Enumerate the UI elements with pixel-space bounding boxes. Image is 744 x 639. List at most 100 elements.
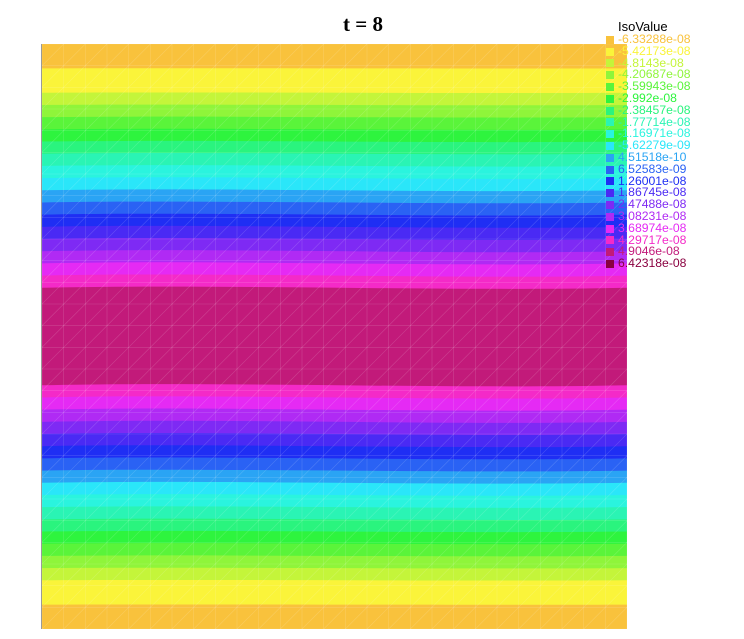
contour-band	[42, 567, 627, 582]
legend-swatch	[606, 177, 614, 186]
contour-band	[42, 286, 627, 302]
legend-swatch	[606, 118, 614, 127]
legend-swatch	[606, 71, 614, 80]
legend-item: -5.42173e-08	[606, 43, 691, 58]
contour-band	[42, 262, 627, 278]
contour-band	[42, 201, 627, 217]
legend-item: 3.68974e-08	[606, 220, 691, 235]
legend-swatch	[606, 224, 614, 233]
legend-label: -1.77714e-08	[618, 114, 691, 129]
contour-band	[42, 80, 627, 94]
legend-item: -4.20687e-08	[606, 67, 691, 82]
legend-label: 3.08231e-08	[618, 208, 687, 223]
legend-item: -3.59943e-08	[606, 79, 691, 94]
contour-band	[42, 274, 627, 290]
contour-band	[42, 445, 627, 460]
legend-label: 3.68974e-08	[618, 220, 687, 235]
chart-title: t = 8	[343, 12, 383, 36]
legend-label: -6.33288e-08	[618, 32, 691, 46]
contour-band	[42, 177, 627, 192]
contour-band	[42, 153, 627, 168]
legend-label: 2.47488e-08	[618, 197, 687, 212]
legend-label: 4.51518e-10	[618, 149, 687, 164]
legend-item: -1.16971e-08	[606, 126, 691, 141]
legend-swatch	[606, 130, 614, 139]
contour-band	[42, 347, 627, 363]
contour-band	[42, 250, 627, 266]
legend-label: 4.9046e-08	[618, 244, 680, 259]
legend-label: -2.38457e-08	[618, 102, 691, 117]
legend: IsoValue -6.33288e-08 -5.42173e-08 -4.8143…	[606, 20, 691, 270]
contour-plot	[42, 44, 627, 629]
contour-band	[42, 396, 627, 412]
contour-band	[42, 543, 627, 557]
contour-band	[42, 310, 627, 327]
legend-swatch	[606, 106, 614, 115]
legend-items: -6.33288e-08 -5.42173e-08 -4.8143e-08 -4.20…	[606, 32, 691, 271]
legend-swatch	[606, 47, 614, 56]
legend-swatch	[606, 165, 614, 174]
contour-band	[42, 225, 627, 241]
legend-item: 2.47488e-08	[606, 197, 691, 212]
legend-label: -5.42173e-08	[618, 43, 691, 58]
legend-item: -6.33288e-08	[606, 32, 691, 46]
legend-title: IsoValue	[618, 19, 668, 34]
legend-swatch	[606, 260, 614, 269]
legend-swatch	[606, 142, 614, 151]
legend-item: 4.51518e-10	[606, 149, 691, 164]
legend-label: 6.42318e-08	[618, 256, 687, 271]
legend-item: 1.26001e-08	[606, 173, 691, 188]
legend-swatch	[606, 248, 614, 257]
contour-band	[42, 359, 627, 375]
contour-band	[42, 518, 627, 533]
legend-item: -2.38457e-08	[606, 102, 691, 117]
contour-band	[42, 616, 627, 629]
legend-item: 6.52583e-09	[606, 161, 691, 176]
legend-label: -1.16971e-08	[618, 126, 691, 141]
legend-label: -3.59943e-08	[618, 79, 691, 94]
legend-label: -5.62279e-09	[618, 138, 691, 153]
legend-item: 4.29717e-08	[606, 232, 691, 247]
contour-band	[42, 44, 627, 57]
legend-swatch	[606, 94, 614, 103]
contour-band	[42, 384, 627, 400]
contour-band	[42, 592, 627, 606]
legend-label: -4.8143e-08	[618, 55, 684, 70]
contour-band	[42, 104, 627, 119]
contour-band	[42, 371, 627, 387]
contour-band	[42, 530, 627, 545]
legend-item: -2.992e-08	[606, 90, 691, 105]
legend-swatch	[606, 236, 614, 245]
legend-label: 6.52583e-09	[618, 161, 687, 176]
contour-band	[42, 92, 627, 106]
contour-band	[42, 298, 627, 314]
contour-band	[42, 420, 627, 436]
contour-band	[42, 604, 627, 618]
legend-swatch	[606, 201, 614, 210]
contour-band	[42, 457, 627, 473]
legend-item: -4.8143e-08	[606, 55, 691, 70]
mesh-grid	[42, 44, 627, 629]
contour-band	[42, 128, 627, 143]
legend-swatch	[606, 189, 614, 198]
contour-band	[42, 335, 627, 351]
plot-area	[41, 44, 627, 629]
contour-band	[42, 165, 627, 180]
contour-band	[42, 494, 627, 509]
legend-label: 4.29717e-08	[618, 232, 687, 247]
contour-band	[42, 56, 627, 70]
contour-band	[42, 481, 627, 497]
contour-band	[42, 238, 627, 253]
contour-band	[42, 116, 627, 131]
legend-item: 1.86745e-08	[606, 186, 691, 199]
legend-label: 1.26001e-08	[618, 173, 687, 188]
legend-label: -4.20687e-08	[618, 67, 691, 82]
contour-band	[42, 506, 627, 521]
legend-item: 4.9046e-08	[606, 244, 691, 259]
contour-band	[42, 323, 627, 339]
legend-swatch	[606, 153, 614, 162]
contour-band	[42, 555, 627, 570]
legend-label: -2.992e-08	[618, 90, 677, 105]
legend-item: 3.08231e-08	[606, 208, 691, 223]
contour-band	[42, 579, 627, 594]
